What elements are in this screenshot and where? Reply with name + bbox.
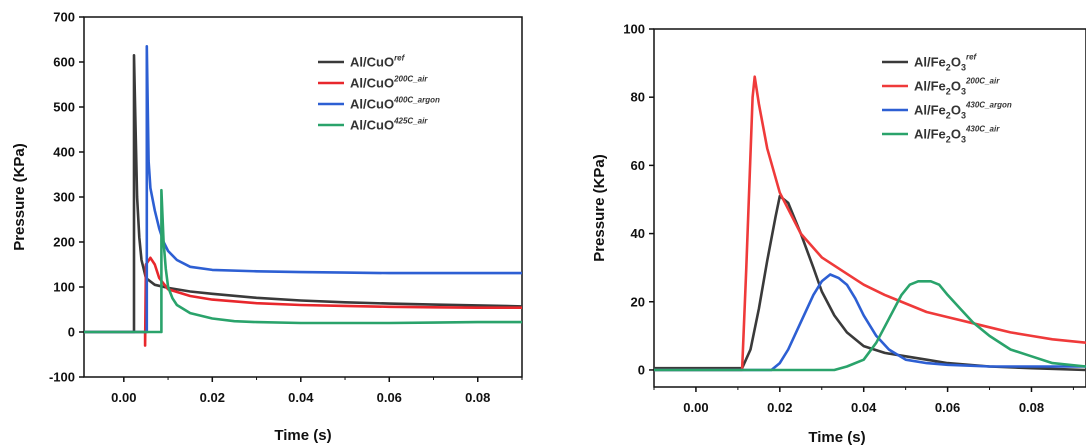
x-tick-label: 0.02 [767,400,792,415]
legend-entry: Al/CuOref [350,54,406,70]
y-tick-label: 80 [631,90,645,105]
y-axis-title: Pressure (KPa) [11,143,28,251]
y-tick-label: 200 [53,235,75,250]
y-tick-label: 20 [631,294,645,309]
x-tick-label: 0.06 [377,390,402,405]
series-line-4 [84,188,522,334]
legend-entry: Al/Fe2O3ref [914,53,978,73]
series-line-1 [84,53,522,334]
y-tick-label: 500 [53,100,75,115]
x-tick-label: 0.02 [200,390,225,405]
chart-2: 0.00 0.02 0.04 0.06 0.08 0 20 40 60 80 100 Time (s)… [591,22,1086,446]
plot-frame [653,28,1086,388]
y-tick-label: 0 [638,362,645,377]
legend-entry: Al/Fe2O3200C_air [914,77,1000,97]
x-tick-label: 0.08 [1019,400,1044,415]
series-line-3 [654,273,1086,372]
y-tick-label: 100 [623,22,645,37]
series-line-1 [654,194,1086,372]
series-line-2 [654,75,1086,372]
legend-entry: Al/Fe2O3430C_argon [914,101,1012,121]
y-axis-title: Pressure (KPa) [591,154,608,262]
legend-entry: Al/CuO200C_air [350,75,428,91]
legend-entry: Al/CuO400C_argon [350,96,440,112]
y-tick-label: 60 [631,158,645,173]
y-tick-label: -100 [49,370,75,385]
y-tick-label: 400 [53,145,75,160]
legend-entry: Al/CuO425C_air [350,117,428,133]
legend-entry: Al/Fe2O3430C_air [914,125,1000,145]
x-tick-label: 0.04 [851,400,877,415]
chart-1: 0.00 0.02 0.04 0.06 0.08 -100 0 100 200 300 400 500… [11,10,523,444]
y-tick-label: 700 [53,10,75,25]
y-tick-label: 0 [68,325,75,340]
x-tick-label: 0.08 [465,390,490,405]
y-tick-label: 600 [53,55,75,70]
y-tick-label: 40 [631,226,645,241]
x-tick-label: 0.06 [935,400,960,415]
x-tick-label: 0.00 [683,400,708,415]
y-tick-label: 100 [53,280,75,295]
x-tick-label: 0.04 [288,390,314,405]
x-axis-title: Time (s) [808,429,865,446]
series-line-4 [654,279,1086,372]
x-axis-title: Time (s) [274,427,331,444]
x-tick-label: 0.00 [111,390,136,405]
y-tick-label: 300 [53,190,75,205]
series-line-3 [84,44,522,334]
